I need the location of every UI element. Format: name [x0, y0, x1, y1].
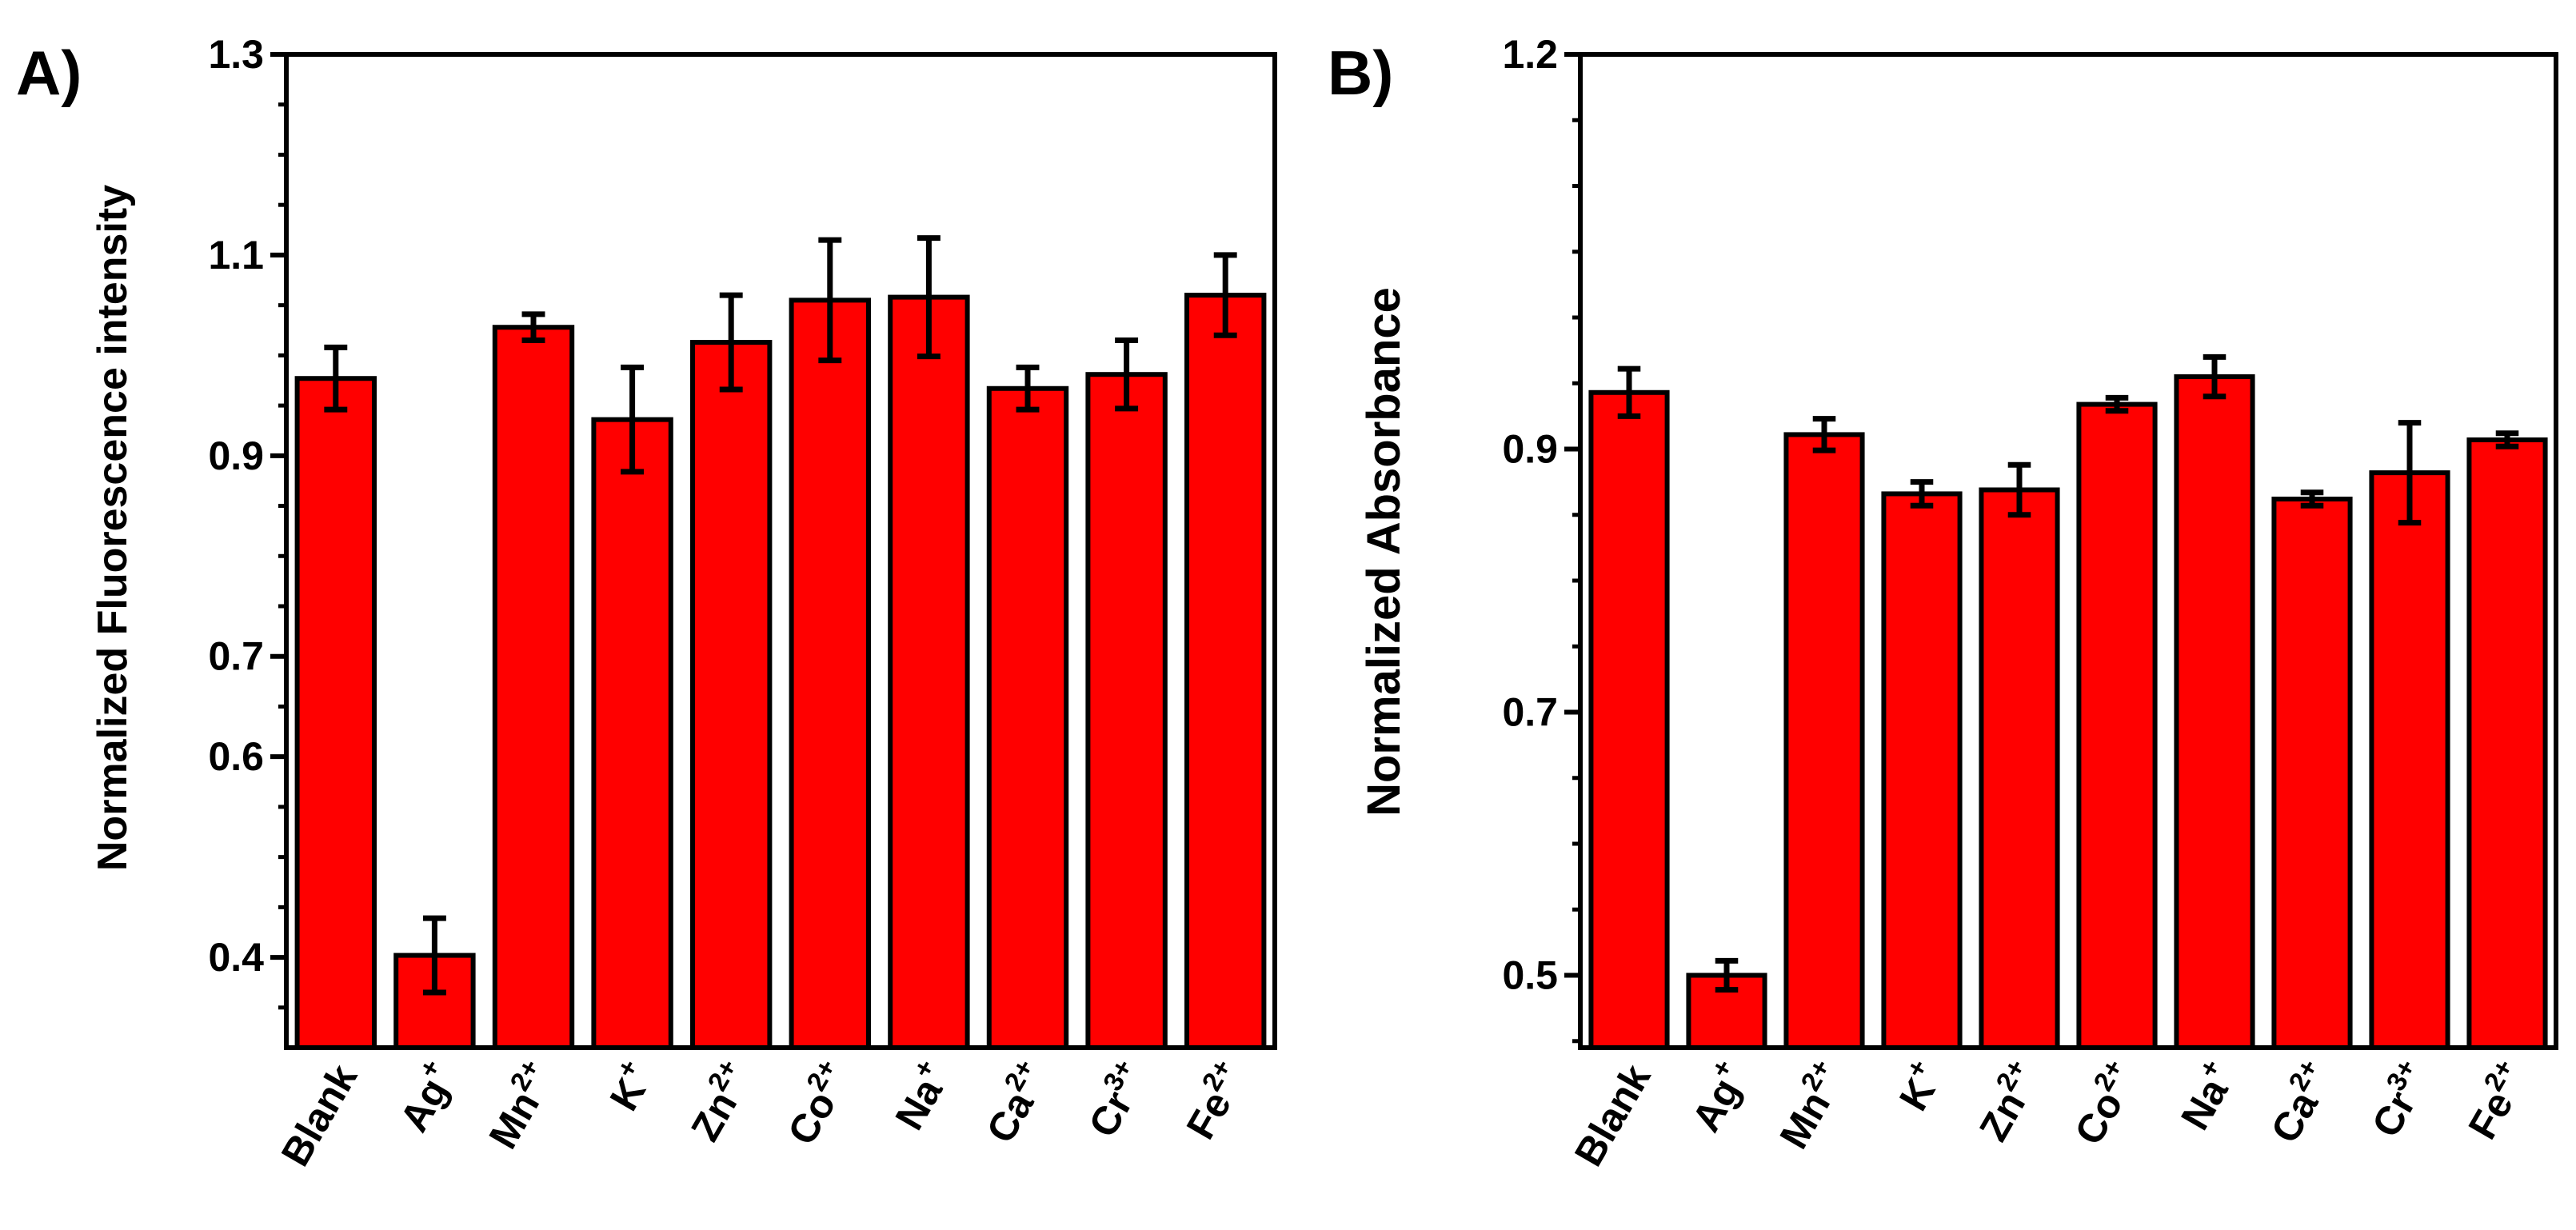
- error-bars-b: [1617, 353, 2519, 993]
- bar-b-4: [1979, 487, 2060, 1050]
- bar-a-2: [492, 325, 575, 1050]
- error-bar-a-4: [719, 292, 743, 393]
- error-bar-a-1: [422, 915, 446, 996]
- error-bar-b-3: [1910, 479, 1934, 509]
- plot-frame-a: [284, 52, 1277, 1050]
- y-tick-label-a-0: 0.4: [208, 935, 264, 980]
- bar-b-6: [2174, 374, 2255, 1050]
- error-bar-a-8: [1115, 337, 1139, 412]
- panel-label-a: A): [16, 38, 82, 108]
- error-bar-a-2: [521, 311, 545, 344]
- bar-a-6: [888, 294, 970, 1051]
- bar-a-7: [986, 385, 1069, 1051]
- y-tick-label-a-3: 0.9: [208, 433, 264, 478]
- y-ticks-b: 0.5 0.7 0.9 1.2: [1502, 32, 1580, 1044]
- bar-b-2: [1783, 432, 1865, 1050]
- panel-b: B) Normalized Absorbance 0.50.70.91.2 Bl…: [1328, 32, 2558, 1173]
- error-bar-b-4: [2007, 461, 2031, 518]
- error-bar-b-6: [2203, 353, 2227, 400]
- y-axis-label-b: Normalized Absorbance: [1358, 287, 1410, 817]
- y-tick-label-b-2: 0.9: [1502, 427, 1558, 472]
- error-bar-a-7: [1016, 364, 1040, 413]
- panel-label-b: B): [1328, 38, 1393, 108]
- bar-b-7: [2271, 497, 2353, 1050]
- bar-a-4: [689, 340, 773, 1050]
- error-bar-b-2: [1812, 416, 1836, 453]
- y-tick-label-b-3: 1.2: [1502, 32, 1558, 77]
- bar-b-0: [1588, 389, 1670, 1050]
- error-bars-a: [324, 235, 1237, 996]
- error-bar-a-0: [324, 344, 348, 413]
- bar-a-5: [789, 298, 872, 1050]
- error-bar-b-5: [2105, 394, 2129, 414]
- error-bar-b-1: [1715, 957, 1739, 993]
- bar-b-5: [2076, 401, 2158, 1050]
- error-bar-a-6: [917, 235, 941, 360]
- bars-a: [294, 293, 1267, 1051]
- y-tick-label-a-2: 0.7: [208, 634, 264, 679]
- error-bar-b-8: [2398, 420, 2422, 526]
- bar-a-3: [591, 417, 673, 1050]
- error-bar-a-9: [1213, 252, 1237, 338]
- y-tick-label-b-0: 0.5: [1502, 953, 1558, 998]
- bar-a-9: [1184, 293, 1267, 1051]
- y-tick-label-a-4: 1.1: [208, 233, 264, 278]
- error-bar-a-3: [621, 364, 645, 475]
- panel-a: A) Normalized Fluorescence intensity 0.4…: [16, 32, 1277, 1173]
- bar-a-8: [1085, 372, 1168, 1050]
- error-bar-a-5: [818, 237, 842, 364]
- bar-b-9: [2466, 437, 2548, 1050]
- bar-b-3: [1881, 491, 1963, 1050]
- y-tick-label-a-1: 0.6: [208, 734, 264, 779]
- y-tick-label-a-5: 1.3: [208, 32, 264, 77]
- y-ticks-a: 0.4 0.6 0.7 0.9 1.1 1.3: [208, 32, 286, 1010]
- y-tick-label-b-1: 0.7: [1502, 690, 1558, 735]
- plot-frame-b: [1578, 52, 2558, 1050]
- error-bar-b-0: [1617, 365, 1641, 419]
- bar-a-0: [294, 376, 377, 1050]
- error-bar-b-9: [2495, 430, 2519, 449]
- bar-b-8: [2369, 470, 2450, 1050]
- error-bar-b-7: [2300, 489, 2324, 509]
- y-axis-label-a: Normalized Fluorescence intensity: [90, 185, 136, 871]
